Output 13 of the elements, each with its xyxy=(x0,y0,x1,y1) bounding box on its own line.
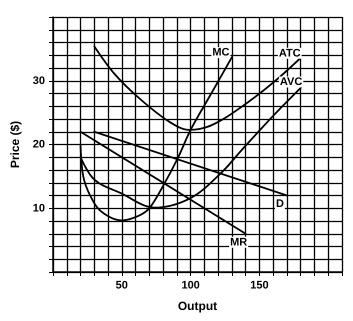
y-axis-title: Price ($) xyxy=(8,120,22,168)
series-label: AVC xyxy=(280,76,302,88)
series-label: MC xyxy=(212,46,230,59)
x-axis-title: Output xyxy=(178,299,218,313)
x-tick-label: 150 xyxy=(250,280,269,292)
series-label: D xyxy=(276,198,284,210)
x-tick-label: 50 xyxy=(116,280,128,292)
y-tick-label: 10 xyxy=(32,202,45,214)
series-label: ATC xyxy=(278,47,301,60)
series-label: MR xyxy=(230,236,248,248)
x-tick-label: 100 xyxy=(181,280,200,292)
y-tick-label: 30 xyxy=(32,74,45,87)
y-tick-label: 20 xyxy=(32,138,45,150)
